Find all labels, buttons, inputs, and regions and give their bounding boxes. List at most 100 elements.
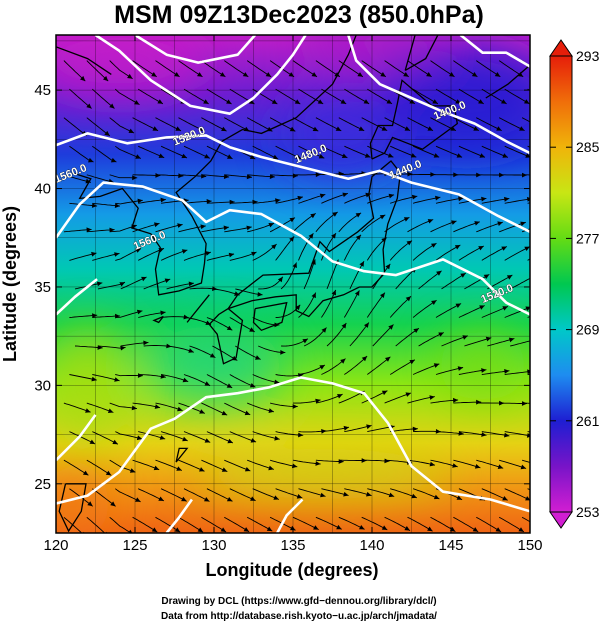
streamline-arrowhead	[114, 252, 120, 257]
streamline	[504, 145, 530, 158]
streamline-arrowhead	[160, 374, 166, 379]
streamline-arrowhead	[176, 466, 182, 471]
streamline-arrowhead	[478, 246, 484, 251]
streamline	[372, 324, 394, 347]
streamline-arrowhead	[197, 527, 204, 533]
streamline	[412, 145, 440, 158]
streamline-arrowhead	[435, 195, 441, 201]
streamline-arrowhead	[404, 526, 410, 531]
streamline	[275, 488, 303, 499]
streamline	[464, 274, 490, 290]
streamline-arrowhead	[388, 492, 395, 498]
x-tick-label: 145	[438, 537, 463, 554]
streamline	[521, 117, 530, 123]
streamline-arrowhead	[160, 310, 166, 316]
streamline-arrowhead	[272, 154, 279, 160]
streamline-arrowhead	[127, 73, 133, 79]
streamline	[303, 259, 316, 290]
streamline-arrowhead	[289, 126, 296, 132]
streamline	[258, 276, 284, 290]
streamline-arrowhead	[105, 470, 112, 476]
streamline-arrowhead	[331, 233, 336, 239]
streamline-arrowhead	[308, 233, 314, 239]
streamline	[269, 117, 296, 132]
streamline-arrowhead	[132, 175, 138, 181]
streamline-arrowhead	[526, 433, 530, 438]
streamline	[481, 369, 510, 375]
streamline-arrowhead	[412, 426, 418, 432]
streamline	[206, 145, 233, 160]
streamline	[247, 459, 274, 471]
streamline	[120, 276, 147, 290]
streamline	[510, 340, 530, 347]
streamline	[298, 292, 317, 318]
streamline-arrowhead	[85, 178, 91, 184]
streamline	[132, 60, 157, 78]
streamline	[160, 249, 188, 261]
streamline-arrowhead	[292, 262, 297, 268]
streamline-arrowhead	[452, 463, 458, 468]
streamline-arrowhead	[471, 72, 478, 77]
streamline	[481, 488, 508, 501]
streamline-arrowhead	[227, 154, 233, 159]
streamline-arrowhead	[265, 72, 272, 77]
streamline	[63, 459, 89, 476]
colorbar-tick-label: 285	[576, 139, 599, 155]
streamline	[252, 145, 279, 160]
streamline-arrowhead	[340, 358, 346, 364]
streamline	[390, 488, 417, 499]
streamline	[418, 332, 444, 347]
streamline-arrowhead	[209, 353, 216, 358]
streamline	[63, 174, 92, 184]
streamline	[315, 516, 342, 530]
streamline	[86, 117, 111, 137]
streamline-arrowhead	[453, 397, 459, 403]
streamline	[246, 117, 273, 132]
streamline-arrowhead	[340, 99, 347, 104]
streamline	[275, 195, 304, 204]
streamline	[367, 88, 393, 105]
streamline	[349, 260, 365, 290]
streamline	[458, 88, 484, 105]
x-axis-label: Longitude (degrees)	[205, 560, 378, 580]
streamline	[92, 488, 116, 507]
streamline-arrowhead	[454, 245, 461, 250]
x-tick-label: 125	[122, 537, 147, 554]
streamline	[522, 174, 530, 176]
streamline	[201, 516, 227, 533]
streamline-arrowhead	[269, 174, 275, 179]
streamline-arrowhead	[544, 465, 550, 470]
streamline	[344, 488, 372, 497]
streamline	[206, 317, 233, 331]
streamline	[504, 246, 530, 261]
streamline-arrowhead	[249, 154, 256, 159]
streamline	[281, 338, 309, 347]
streamline-arrowhead	[154, 222, 160, 228]
streamline	[498, 516, 525, 533]
streamline-arrowhead	[274, 379, 280, 385]
credit-line-2: Data from http://database.rish.kyoto−u.a…	[161, 611, 437, 622]
streamline-arrowhead	[472, 527, 479, 532]
streamline-arrowhead	[92, 313, 98, 318]
streamline-arrowhead	[525, 496, 530, 501]
streamline-arrowhead	[277, 276, 283, 283]
streamline	[138, 145, 165, 159]
coastline-segment	[175, 447, 189, 463]
streamline	[132, 402, 161, 409]
streamline	[504, 306, 530, 318]
streamline-arrowhead	[381, 390, 388, 396]
streamline-arrowhead	[385, 356, 391, 362]
streamline-arrowhead	[135, 497, 141, 502]
streamline-arrowhead	[518, 527, 524, 532]
streamline-arrowhead	[431, 243, 437, 248]
streamline	[178, 459, 205, 472]
streamline	[361, 516, 388, 531]
streamline	[69, 251, 97, 261]
streamline	[252, 317, 280, 328]
streamline	[412, 299, 437, 318]
streamline-arrowhead	[524, 246, 530, 251]
coastline-segment	[56, 46, 112, 75]
streamline-arrowhead	[519, 126, 525, 131]
streamline-arrowhead	[255, 355, 261, 360]
streamline-arrowhead	[200, 224, 206, 230]
